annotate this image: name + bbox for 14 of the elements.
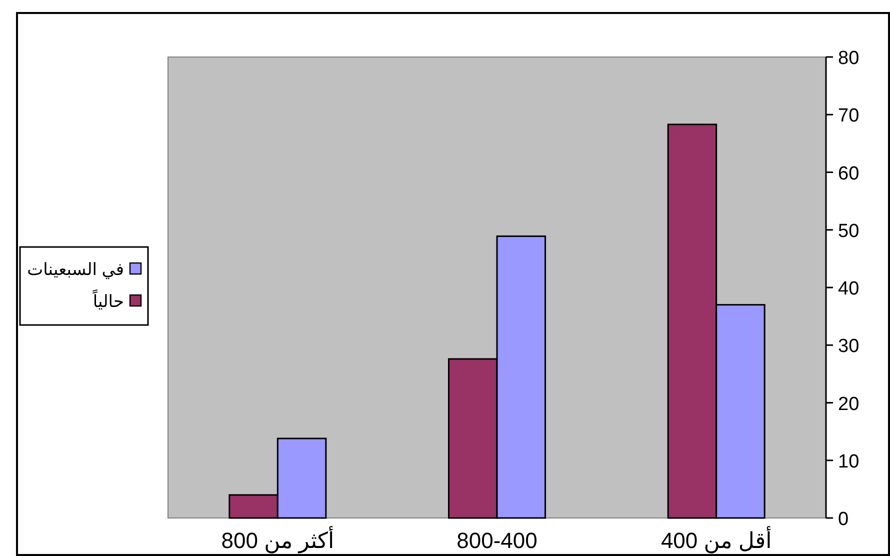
y-tick-label: 80 [838,48,860,69]
x-tick-label: أقل من 400 [660,526,772,554]
y-tick-label: 40 [838,278,860,300]
y-tick-label: 50 [838,220,860,242]
legend-label: حالياً [92,288,124,311]
y-tick-label: 70 [838,106,860,127]
legend-label: في السبعينات [27,260,124,280]
y-tick-label: 30 [838,336,860,358]
y-tick-label: 60 [838,163,860,184]
x-tick-label: أكثر من 800 [221,526,334,554]
y-tick-label: 20 [838,394,860,415]
y-tick-label: 10 [838,451,860,472]
x-tick-label: 800-400 [456,528,538,553]
y-tick-label: 0 [838,509,849,530]
